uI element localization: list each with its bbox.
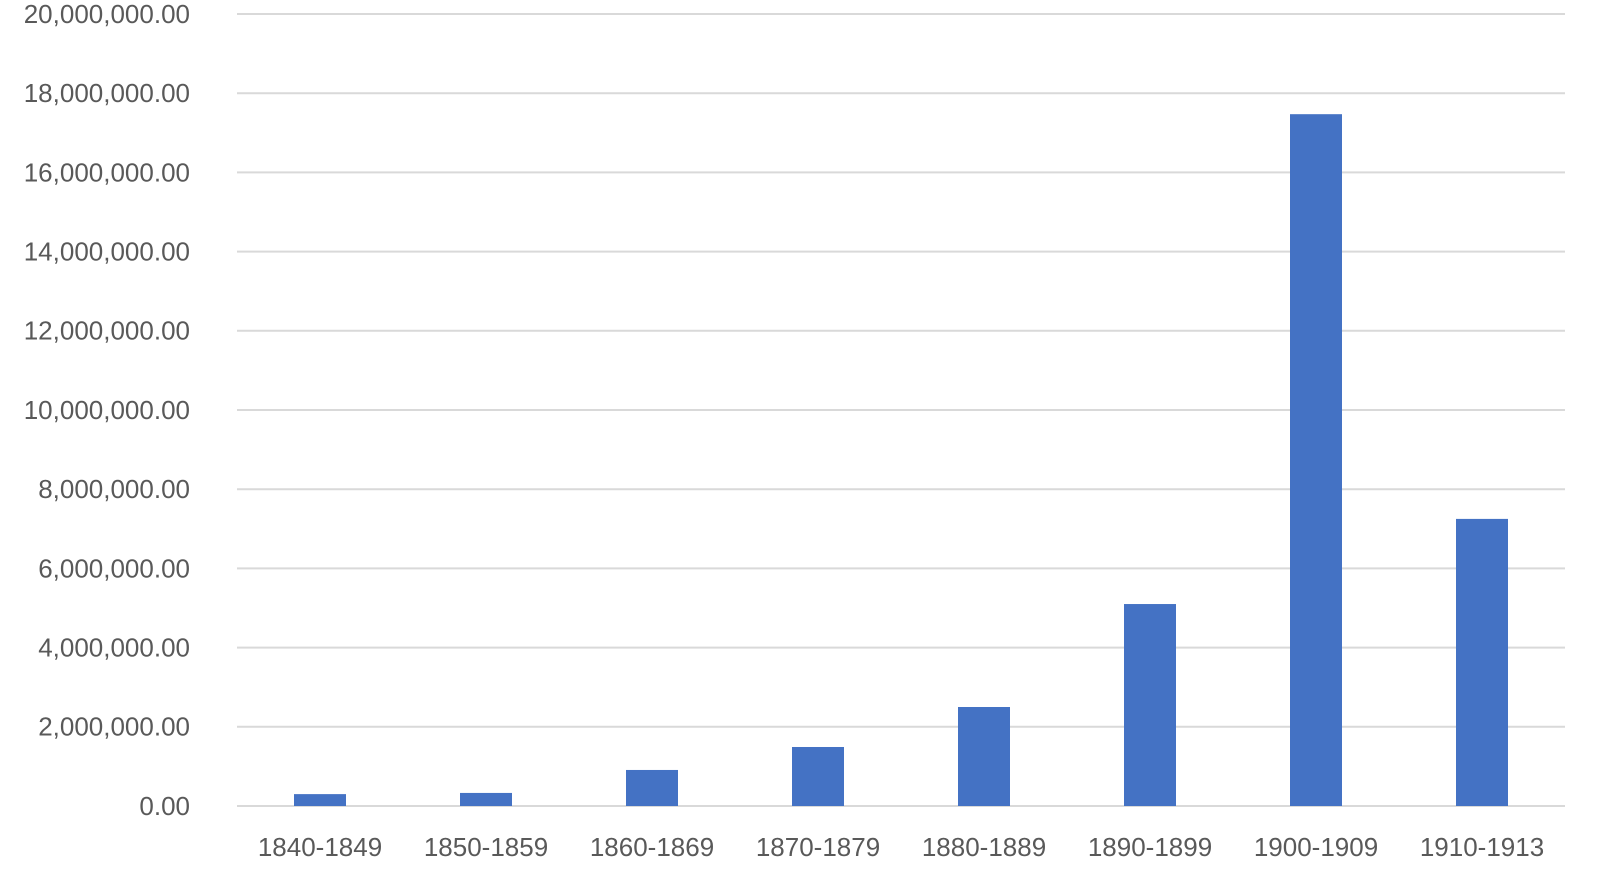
y-tick-label: 8,000,000.00 bbox=[38, 474, 190, 504]
bar bbox=[626, 769, 678, 806]
x-tick-label: 1850-1859 bbox=[424, 832, 548, 862]
y-tick-label: 16,000,000.00 bbox=[24, 157, 190, 187]
bar bbox=[460, 792, 512, 806]
y-tick-label: 0.00 bbox=[139, 791, 190, 821]
x-tick-label: 1890-1899 bbox=[1088, 832, 1212, 862]
x-tick-label: 1900-1909 bbox=[1254, 832, 1378, 862]
x-tick-label: 1880-1889 bbox=[922, 832, 1046, 862]
y-tick-label: 20,000,000.00 bbox=[24, 0, 190, 29]
x-tick-label: 1910-1913 bbox=[1420, 832, 1544, 862]
y-tick-label: 18,000,000.00 bbox=[24, 78, 190, 108]
bar bbox=[1290, 114, 1342, 807]
y-tick-label: 10,000,000.00 bbox=[24, 395, 190, 425]
x-tick-label: 1840-1849 bbox=[258, 832, 382, 862]
x-tick-label: 1860-1869 bbox=[590, 832, 714, 862]
bar bbox=[958, 707, 1010, 806]
y-tick-label: 2,000,000.00 bbox=[38, 712, 190, 742]
bar bbox=[1456, 518, 1508, 806]
y-tick-label: 4,000,000.00 bbox=[38, 632, 190, 662]
y-tick-label: 14,000,000.00 bbox=[24, 236, 190, 266]
bar bbox=[294, 794, 346, 806]
bar bbox=[792, 746, 844, 806]
x-tick-label: 1870-1879 bbox=[756, 832, 880, 862]
y-tick-label: 12,000,000.00 bbox=[24, 316, 190, 346]
bar bbox=[1124, 604, 1176, 806]
y-tick-label: 6,000,000.00 bbox=[38, 553, 190, 583]
